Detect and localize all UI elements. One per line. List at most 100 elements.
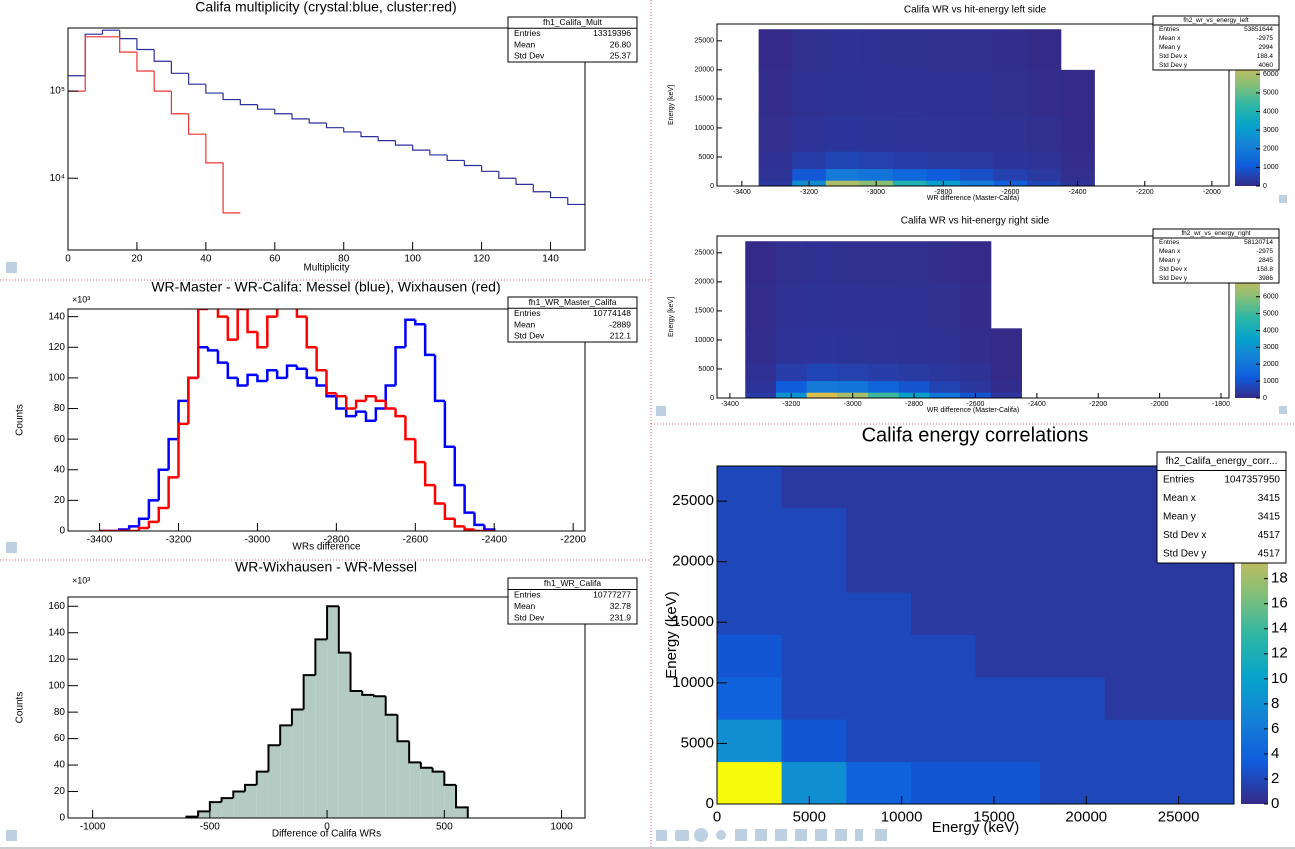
heatmap-cell <box>846 466 912 508</box>
heatmap-cell <box>898 241 930 283</box>
heatmap-cell <box>868 328 900 364</box>
heatmap-cell <box>758 116 793 152</box>
color-scale-label: 16 <box>1271 595 1288 612</box>
heatmap-cell <box>993 29 1028 71</box>
heatmap-cell <box>1027 180 1062 186</box>
color-scale-label: 6000 <box>1263 294 1279 301</box>
plot-area <box>185 605 469 818</box>
stats-label: Entries <box>514 28 540 38</box>
heatmap-cell <box>837 363 869 382</box>
stats-value: 25.37 <box>610 51 632 61</box>
stats-label: Entries <box>1163 474 1194 485</box>
histogram-step <box>275 309 279 317</box>
y-tick-label: 5000 <box>681 734 714 751</box>
tool-button[interactable] <box>694 828 708 842</box>
pad-handle[interactable] <box>656 406 666 416</box>
heatmap-cell <box>775 328 808 364</box>
color-scale-label: 4000 <box>1263 108 1279 115</box>
heatmap-cell <box>1104 591 1170 635</box>
bar <box>327 606 339 818</box>
histogram-step <box>295 309 307 318</box>
x-tick-label: -3000 <box>867 189 885 196</box>
bar <box>373 696 386 818</box>
histogram-step <box>267 744 281 772</box>
heatmap-cell <box>1169 676 1234 720</box>
heatmap-cell <box>781 634 847 678</box>
histogram-step <box>337 606 351 654</box>
stats-value: 2994 <box>1259 44 1274 51</box>
tool-button[interactable] <box>656 830 667 841</box>
tool-button[interactable] <box>675 830 689 841</box>
y-tick-label: 80 <box>54 707 66 718</box>
stats-label: Std Dev y <box>1163 548 1206 559</box>
pad-handle[interactable] <box>6 542 17 553</box>
heatmap-cell <box>960 29 995 71</box>
tool-button[interactable] <box>735 829 747 841</box>
heatmap-cell <box>717 591 783 635</box>
pad-handle[interactable] <box>1279 406 1287 414</box>
bar <box>409 762 421 818</box>
heatmap-cell <box>1104 761 1170 804</box>
histogram-step <box>236 377 248 387</box>
tool-button[interactable] <box>855 829 863 841</box>
heatmap-cell <box>868 281 900 329</box>
stats-value: 26.80 <box>610 39 632 49</box>
x-tick-label: -3000 <box>844 401 862 408</box>
pad-handle[interactable] <box>6 262 17 273</box>
heatmap-cell <box>926 151 961 170</box>
heatmap-cell <box>1027 168 1062 181</box>
heatmap-cell <box>960 151 995 170</box>
y-tick-label: 0 <box>59 813 65 824</box>
histogram-step <box>167 476 179 509</box>
bar <box>280 725 292 818</box>
heatmap-cell <box>775 241 808 283</box>
histogram-step <box>266 368 278 381</box>
heatmap-cell <box>926 29 961 71</box>
heatmap-cell <box>975 591 1041 635</box>
heatmap-cell <box>775 281 808 329</box>
stats-title: fh2_wr_vs_energy_right <box>1181 230 1251 237</box>
pad-handles <box>6 195 1287 841</box>
bar <box>362 694 374 818</box>
stats-frame <box>507 296 638 343</box>
tool-button[interactable] <box>775 829 787 841</box>
pad-handle[interactable] <box>1279 195 1287 203</box>
x-tick-label: 60 <box>269 254 281 265</box>
y-axis-label: Energy (keV) <box>663 591 680 679</box>
x-tick-label: 20 <box>131 254 143 265</box>
bar <box>291 709 304 818</box>
heatmap-cell <box>745 380 777 393</box>
histogram-step <box>205 134 224 164</box>
bar <box>268 745 281 818</box>
heatmap-cell <box>775 363 808 382</box>
bar <box>303 675 316 818</box>
stats-label: Entries <box>1159 239 1180 246</box>
y-tick-label: 40 <box>54 760 66 771</box>
histogram-step <box>275 370 288 380</box>
heatmap-cell <box>1060 151 1095 170</box>
tool-button[interactable] <box>875 829 887 841</box>
histogram-step <box>188 113 206 135</box>
stats-title: fh1_WR_Califa <box>544 578 601 588</box>
y-axis-label: Counts <box>15 692 26 724</box>
stats-label: Std Dev y <box>1159 275 1188 282</box>
tool-button[interactable] <box>815 829 827 841</box>
stats-value: 32.78 <box>610 601 632 611</box>
tool-button[interactable] <box>835 829 847 841</box>
histogram-step <box>364 395 376 401</box>
stats-label: Mean y <box>1159 257 1181 264</box>
plot-area <box>99 309 496 531</box>
heatmap-cell <box>1169 761 1234 804</box>
heatmap-cell <box>990 328 1022 364</box>
histogram-step <box>314 638 328 676</box>
heatmap-cell <box>1040 676 1106 720</box>
histogram-step <box>279 724 292 746</box>
heatmap-cell <box>990 392 1022 398</box>
color-scale-label: 0 <box>1263 183 1267 190</box>
tool-button[interactable] <box>716 830 726 840</box>
pad-handle[interactable] <box>6 830 17 841</box>
tool-button[interactable] <box>755 829 767 841</box>
tool-button[interactable] <box>795 829 807 841</box>
stats-value: 158.8 <box>1257 266 1274 273</box>
